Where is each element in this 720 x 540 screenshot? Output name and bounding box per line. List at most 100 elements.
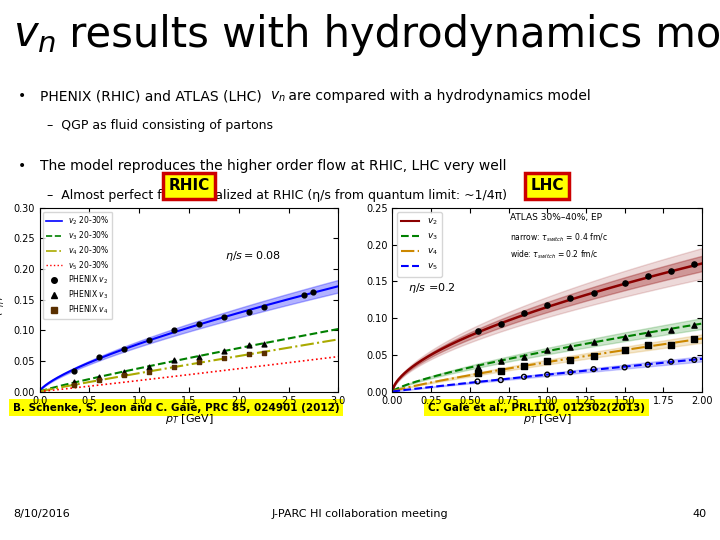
Point [564, 343, 576, 352]
Point [472, 368, 483, 377]
$v_2$ 20-30% [115, 348, 124, 354]
Text: PHENIX (RHIC) and ATLAS (LHC): PHENIX (RHIC) and ATLAS (LHC) [40, 89, 266, 103]
Point [564, 355, 576, 364]
$v_4$ 20-30% [48, 386, 56, 392]
$v_2$ 20-30% [91, 357, 99, 363]
Text: narrow: $\tau_{switch}$ = 0.4 fm/c: narrow: $\tau_{switch}$ = 0.4 fm/c [510, 232, 608, 244]
Text: RHIC: RHIC [168, 178, 210, 193]
$v_3$ 20-30% [334, 326, 343, 332]
Point [518, 373, 530, 381]
Point [541, 301, 553, 309]
$v_5$ 20-30% [53, 387, 62, 393]
Text: •: • [18, 89, 26, 103]
$v_2$ 20-30% [35, 388, 44, 395]
Point [619, 333, 631, 342]
Point [688, 335, 700, 343]
Text: B. Schenke, S. Jeon and C. Gale, PRC 85, 024901 (2012): B. Schenke, S. Jeon and C. Gale, PRC 85,… [13, 403, 340, 413]
Point [193, 353, 204, 361]
Text: –  QGP as fluid consisting of partons: – QGP as fluid consisting of partons [47, 119, 273, 132]
Point [472, 377, 483, 386]
Point [168, 326, 180, 335]
Point [143, 335, 155, 344]
Point [665, 357, 677, 366]
Point [588, 352, 600, 360]
Text: J-PARC HI collaboration meeting: J-PARC HI collaboration meeting [271, 509, 449, 519]
Point [119, 368, 130, 377]
Y-axis label: $\langle v_n^2 \rangle^{1/2}$: $\langle v_n^2 \rangle^{1/2}$ [0, 282, 7, 317]
Point [541, 346, 553, 354]
X-axis label: $p_T$ [GeV]: $p_T$ [GeV] [523, 412, 572, 426]
$v_3$ 20-30% [115, 369, 124, 376]
$v_5$ 20-30% [48, 387, 56, 394]
Text: are compared with a hydrodynamics model: are compared with a hydrodynamics model [284, 89, 591, 103]
$v_3$ 20-30% [53, 383, 62, 390]
$v_2$ 20-30% [334, 283, 343, 289]
Point [495, 357, 507, 366]
$v_2$ 20-30% [53, 374, 62, 381]
Point [193, 358, 204, 367]
$v_3$ 20-30% [91, 375, 99, 381]
$v_4$ 20-30% [309, 340, 318, 347]
$v_4$ 20-30% [115, 374, 124, 380]
Line: $v_3$ 20-30%: $v_3$ 20-30% [40, 329, 338, 392]
$v_5$ 20-30% [334, 353, 343, 360]
Point [665, 340, 677, 349]
Point [688, 321, 700, 329]
Text: The model reproduces the higher order flow at RHIC, LHC very well: The model reproduces the higher order fl… [40, 159, 506, 173]
Point [258, 348, 269, 357]
Line: $v_4$ 20-30%: $v_4$ 20-30% [40, 339, 338, 392]
$v_3$ 20-30% [309, 330, 318, 337]
$v_4$ 20-30% [53, 384, 62, 391]
Point [642, 341, 654, 350]
Point [495, 376, 507, 384]
Point [518, 353, 530, 361]
Point [143, 362, 155, 371]
Text: –  Almost perfect fluid is realized at RHIC (η/s from quantum limit: ~1/4π): – Almost perfect fluid is realized at RH… [47, 189, 507, 202]
Point [243, 307, 255, 316]
$v_3$ 20-30% [319, 328, 328, 335]
Point [68, 366, 80, 375]
Point [495, 366, 507, 375]
Point [143, 368, 155, 376]
Point [619, 346, 631, 354]
Point [688, 260, 700, 269]
Line: $v_5$ 20-30%: $v_5$ 20-30% [40, 356, 338, 392]
$v_4$ 20-30% [319, 339, 328, 345]
$v_5$ 20-30% [309, 356, 318, 363]
Point [541, 370, 553, 379]
Point [642, 272, 654, 281]
Text: $\eta/s=0.08$: $\eta/s=0.08$ [225, 249, 281, 264]
Point [642, 360, 654, 369]
Text: LHC: LHC [531, 178, 564, 193]
Point [119, 370, 130, 379]
Text: wide: $\tau_{switch}$ = 0.2 fm/c: wide: $\tau_{switch}$ = 0.2 fm/c [510, 248, 598, 261]
Point [307, 288, 319, 296]
Point [588, 338, 600, 346]
Text: results with hydrodynamics model: results with hydrodynamics model [56, 14, 720, 56]
$v_5$ 20-30% [115, 380, 124, 386]
Text: C. Gale et al., PRL110, 012302(2013): C. Gale et al., PRL110, 012302(2013) [428, 403, 645, 413]
$v_2$ 20-30% [309, 289, 318, 296]
$v_2$ 20-30% [319, 287, 328, 293]
X-axis label: $p_T$ [GeV]: $p_T$ [GeV] [165, 412, 213, 426]
Point [688, 355, 700, 364]
Point [68, 381, 80, 390]
Point [243, 350, 255, 359]
Text: ATLAS 30%–40%, EP: ATLAS 30%–40%, EP [510, 213, 602, 222]
Point [619, 279, 631, 288]
Text: $v_n$: $v_n$ [270, 89, 286, 104]
Point [168, 356, 180, 364]
Text: •: • [18, 159, 26, 173]
Legend: $v_2$, $v_3$, $v_4$, $v_5$: $v_2$, $v_3$, $v_4$, $v_5$ [397, 212, 442, 277]
Point [94, 376, 105, 384]
Point [541, 356, 553, 365]
Point [642, 329, 654, 338]
Point [193, 320, 204, 329]
Point [218, 354, 230, 362]
Point [119, 345, 130, 354]
$v_3$ 20-30% [48, 385, 56, 392]
Point [665, 266, 677, 275]
Point [564, 368, 576, 376]
$v_5$ 20-30% [35, 388, 44, 395]
Point [94, 353, 105, 362]
